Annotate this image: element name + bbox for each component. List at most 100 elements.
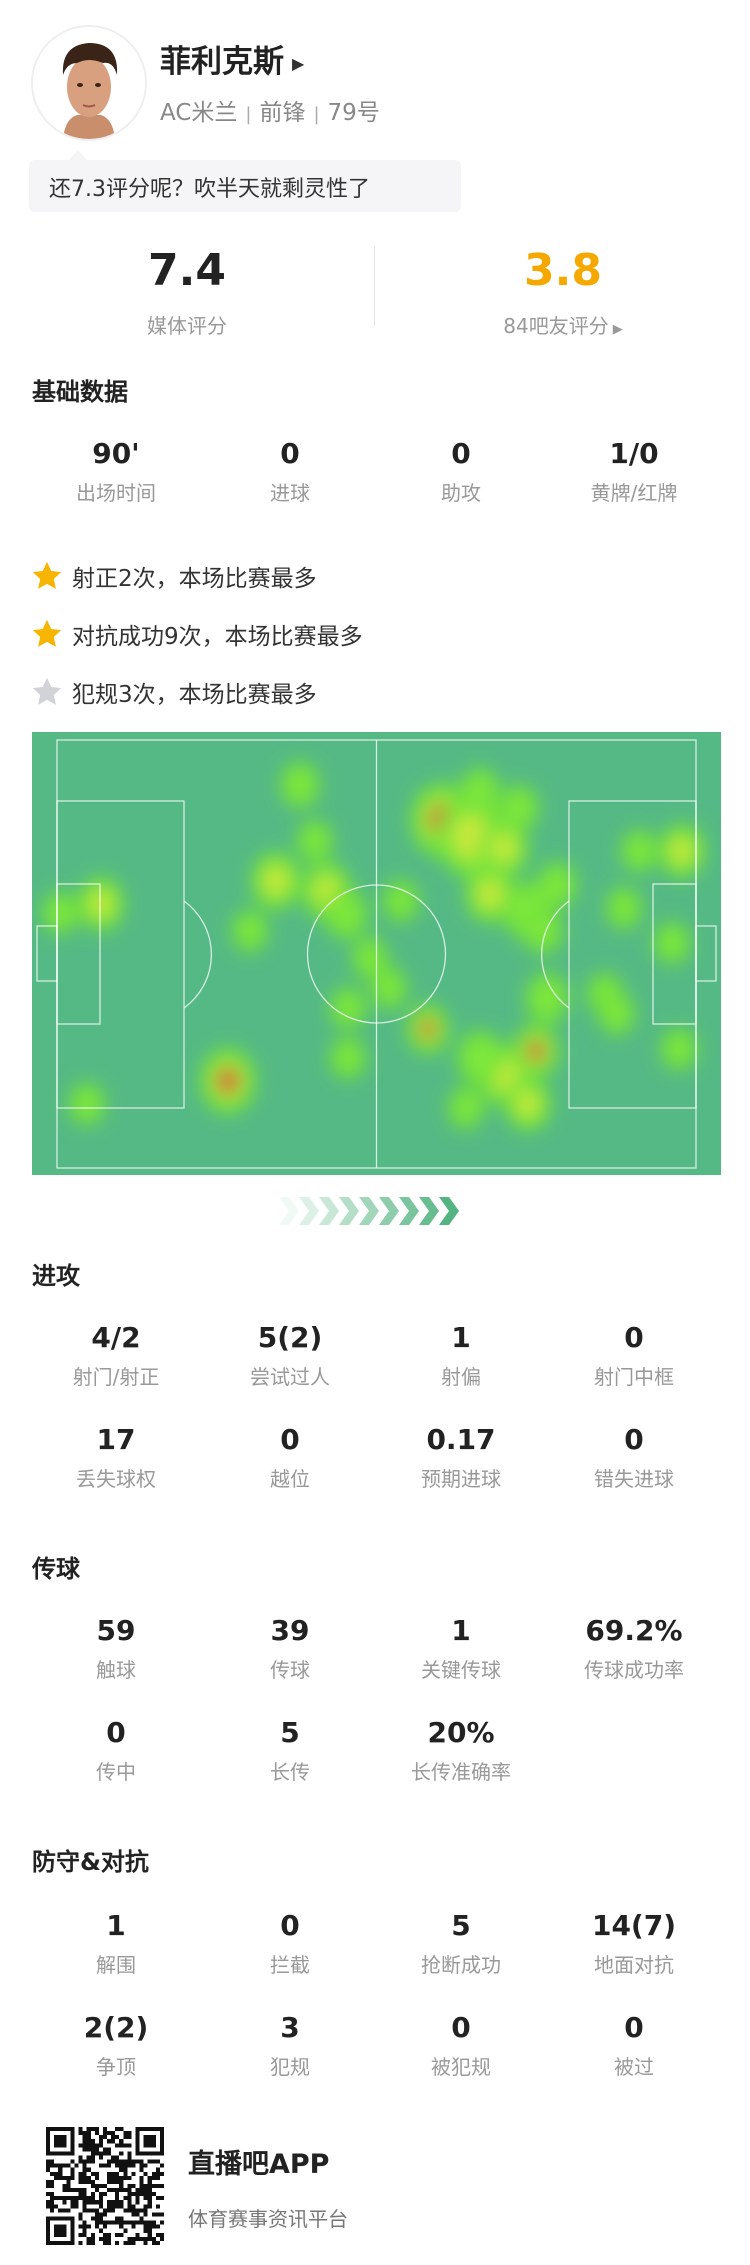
chevron-right-icon [379, 1197, 399, 1225]
player-photo [33, 27, 145, 139]
heatmap-blob [660, 1027, 698, 1071]
player-number: 79号 [327, 100, 380, 126]
heatmap-pitch [32, 732, 721, 1175]
heatmap-blob [598, 992, 636, 1036]
media-rating: 7.4 媒体评分 [62, 246, 312, 339]
player-name: 菲利克斯 [160, 44, 284, 80]
stat-value: 0 [280, 1423, 300, 1456]
heatmap-blob [522, 907, 564, 955]
heatmap-layer [41, 761, 706, 1132]
stat-item: 1 关键传球 [375, 1614, 547, 1683]
stat-item: 0 传中 [30, 1716, 202, 1785]
highlight-text: 射正2次，本场比赛最多 [72, 566, 317, 592]
heatmap-blob [504, 1076, 552, 1132]
center-circle [306, 884, 447, 1024]
heatmap-blob [323, 888, 369, 940]
highlight-text: 对抗成功9次，本场比赛最多 [72, 624, 363, 650]
section-title-defense: 防守&对抗 [32, 1848, 149, 1876]
app-tagline: 体育赛事资讯平台 [188, 2207, 348, 2231]
stat-item: 5(2) 尝试过人 [204, 1321, 376, 1390]
stat-label: 抢断成功 [421, 1953, 501, 1977]
stat-value: 69.2% [585, 1614, 683, 1647]
stat-item: 59 触球 [30, 1614, 202, 1683]
player-position: 前锋 [259, 100, 306, 126]
stat-item: 1 射偏 [375, 1321, 547, 1390]
separator: | [245, 104, 252, 125]
stat-item: 0 射门中框 [548, 1321, 720, 1390]
stat-value: 3 [280, 2011, 300, 2044]
qr-finder-pattern [46, 2216, 75, 2245]
comment-bubble[interactable]: 还7.3评分呢？吹半天就剩灵性了 [29, 150, 461, 212]
stat-value: 0 [280, 437, 300, 470]
heatmap-blob [199, 1047, 257, 1115]
stat-value: 0 [451, 2011, 471, 2044]
right-penalty-arc [541, 900, 570, 1009]
heatmap-blob [77, 876, 125, 932]
stat-value: 0.17 [426, 1423, 496, 1456]
section-title-passing: 传球 [32, 1555, 80, 1583]
stat-label: 尝试过人 [250, 1365, 330, 1389]
stat-value: 1 [451, 1321, 471, 1354]
heatmap-blob [41, 891, 79, 935]
stat-label: 触球 [96, 1658, 136, 1682]
heatmap-blob [250, 851, 302, 911]
player-name-link[interactable]: 菲利克斯 ▶ [160, 36, 304, 81]
stat-item: 1 解围 [30, 1909, 202, 1978]
chevron-right-icon [399, 1197, 419, 1225]
stat-value: 39 [270, 1614, 310, 1647]
stat-label: 错失进球 [594, 1467, 674, 1491]
heatmap-blob [464, 864, 516, 924]
section-title-basic: 基础数据 [32, 378, 128, 406]
stat-label: 射门/射正 [72, 1365, 160, 1389]
stat-label: 出场时间 [76, 481, 156, 505]
fan-rating[interactable]: 3.8 84吧友评分 ▶ [438, 246, 688, 339]
heatmap-blob [459, 767, 501, 815]
comment-text: 还7.3评分呢？吹半天就剩灵性了 [49, 177, 370, 202]
chevron-right-icon [299, 1197, 319, 1225]
stat-value: 59 [96, 1614, 136, 1647]
stat-label: 长传准确率 [411, 1760, 511, 1784]
media-rating-value: 7.4 [148, 245, 226, 296]
stat-value: 1 [451, 1614, 471, 1647]
heatmap-blob [329, 1036, 367, 1080]
chevron-right-icon [279, 1197, 299, 1225]
heatmap-blob [329, 986, 367, 1030]
stat-item: 1/0 黄牌/红牌 [548, 437, 720, 506]
stat-item: 3 犯规 [204, 2011, 376, 2080]
stat-value: 4/2 [91, 1321, 141, 1354]
stat-item: 0 拦截 [204, 1909, 376, 1978]
heatmap-blob [370, 966, 408, 1010]
chevron-right-icon [359, 1197, 379, 1225]
heatmap-blob [620, 829, 658, 873]
stat-item: 2(2) 争顶 [30, 2011, 202, 2080]
heatmap-blob [478, 818, 530, 878]
chevron-right-icon [319, 1197, 339, 1225]
stat-value: 0 [624, 2011, 644, 2044]
stat-item: 20% 长传准确率 [375, 1716, 547, 1785]
stat-value: 2(2) [83, 2011, 149, 2044]
stat-label: 被过 [614, 2055, 654, 2079]
chevron-right-icon [339, 1197, 359, 1225]
player-avatar[interactable] [31, 25, 147, 141]
star-silver-icon [32, 677, 62, 705]
stat-label: 黄牌/红牌 [590, 481, 678, 505]
stat-label: 射门中框 [594, 1365, 674, 1389]
stat-item: 5 长传 [204, 1716, 376, 1785]
stat-label: 被犯规 [431, 2055, 491, 2079]
highlight-item: 射正2次，本场比赛最多 [30, 558, 317, 594]
stat-item: 0 错失进球 [548, 1423, 720, 1492]
stat-item: 17 丢失球权 [30, 1423, 202, 1492]
heatmap-blob [68, 1082, 106, 1126]
star-gold-icon [32, 561, 62, 589]
stat-label: 犯规 [270, 2055, 310, 2079]
stat-value: 0 [624, 1321, 644, 1354]
divider [374, 246, 375, 326]
stat-item: 0 助攻 [375, 437, 547, 506]
heatmap-blob [653, 921, 691, 965]
stat-item: 14(7) 地面对抗 [548, 1909, 720, 1978]
stat-value: 5(2) [257, 1321, 323, 1354]
section-title-attack: 进攻 [32, 1262, 80, 1290]
heatmap-blob [447, 1086, 485, 1130]
stat-label: 射偏 [441, 1365, 481, 1389]
heatmap-blob [658, 823, 706, 879]
